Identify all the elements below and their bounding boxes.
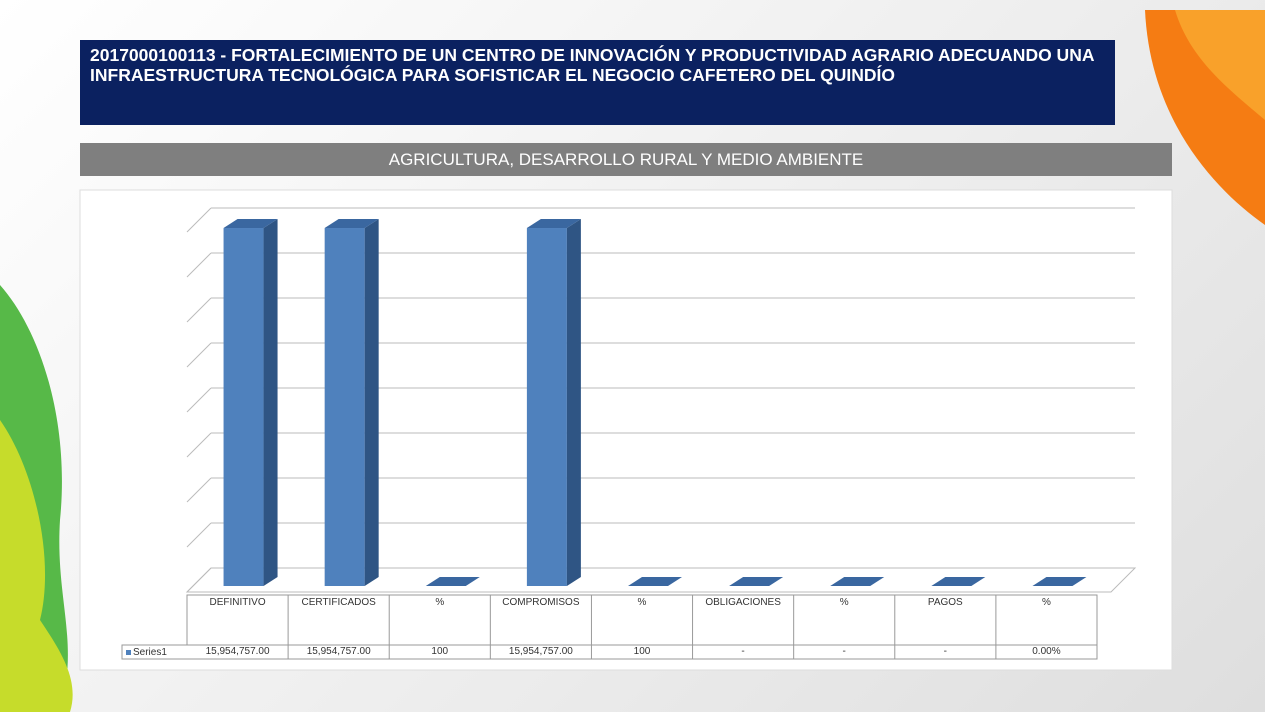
data-label-box: -	[842, 646, 846, 657]
bar-side	[364, 219, 379, 586]
grid-line-side	[186, 297, 212, 323]
orange-shape-light	[1175, 10, 1265, 120]
bar-top	[223, 219, 278, 229]
category-label-box: CERTIFICADOS	[301, 597, 376, 608]
data-label: -	[943, 646, 947, 657]
data-label: 15,954,757.00	[306, 646, 371, 657]
data-label: 100	[431, 646, 449, 657]
data-label-box: 100	[633, 646, 651, 657]
bar-top	[425, 576, 480, 586]
category-label: COMPROMISOS	[502, 597, 580, 608]
bar-top	[628, 576, 682, 586]
bar-side	[465, 576, 480, 586]
category-label-box: %	[1041, 597, 1051, 608]
category-label: %	[839, 597, 849, 608]
grid-line-side	[186, 207, 212, 233]
category-label: %	[637, 597, 647, 608]
grid-line-side	[186, 342, 212, 368]
category-label-box: %	[435, 597, 445, 608]
data-label: 15,954,757.00	[508, 646, 573, 657]
data-label-box: 0.00%	[1032, 646, 1061, 657]
data-label: -	[741, 646, 745, 657]
bar-top	[931, 577, 986, 586]
category-label-box: PAGOS	[927, 597, 963, 608]
grid-line-side	[186, 252, 212, 278]
bar-side	[668, 576, 682, 586]
category-label: CERTIFICADOS	[301, 597, 376, 608]
category-label-box: %	[637, 597, 647, 608]
category-label-box: DEFINITIVO	[209, 597, 266, 608]
yellow-shape	[0, 420, 73, 712]
bar-front	[324, 228, 365, 586]
legend-key	[126, 650, 131, 655]
grid-line-side	[186, 522, 212, 548]
data-label-box: 15,954,757.00	[205, 646, 270, 657]
bar-top	[1032, 577, 1087, 586]
grid-line-side	[186, 432, 212, 458]
category-label: %	[1041, 597, 1051, 608]
legend-label: Series1	[133, 647, 167, 658]
category-label: OBLIGACIONES	[705, 597, 781, 608]
data-label-box: -	[741, 646, 745, 657]
bar-top	[729, 577, 784, 586]
bar-front	[223, 228, 264, 586]
grid-line-side	[186, 477, 212, 503]
category-label-box: OBLIGACIONES	[705, 597, 781, 608]
category-label: PAGOS	[927, 597, 963, 608]
bar-front	[526, 228, 567, 586]
data-label-box: -	[943, 646, 947, 657]
data-label-box: 15,954,757.00	[306, 646, 371, 657]
grid-line-side	[186, 567, 212, 593]
table-row	[121, 644, 1098, 660]
bar-top	[830, 577, 885, 586]
data-label-box: 100	[431, 646, 449, 657]
data-label-box: 15,954,757.00	[508, 646, 573, 657]
slide-title: 2017000100113 - FORTALECIMIENTO DE UN CE…	[80, 40, 1115, 125]
data-label: 15,954,757.00	[205, 646, 270, 657]
slide-subtitle: AGRICULTURA, DESARROLLO RURAL Y MEDIO AM…	[80, 143, 1172, 176]
category-label-box: COMPROMISOS	[502, 597, 580, 608]
grid-line-side	[186, 387, 212, 413]
data-label: 100	[633, 646, 651, 657]
data-label: 0.00%	[1032, 646, 1061, 657]
data-label: -	[842, 646, 846, 657]
category-label: %	[435, 597, 445, 608]
bar-top	[324, 219, 379, 229]
bar-top	[526, 219, 581, 229]
category-label-box: %	[839, 597, 849, 608]
bar-side	[263, 219, 278, 586]
category-label: DEFINITIVO	[209, 597, 266, 608]
bar-side	[566, 219, 581, 586]
